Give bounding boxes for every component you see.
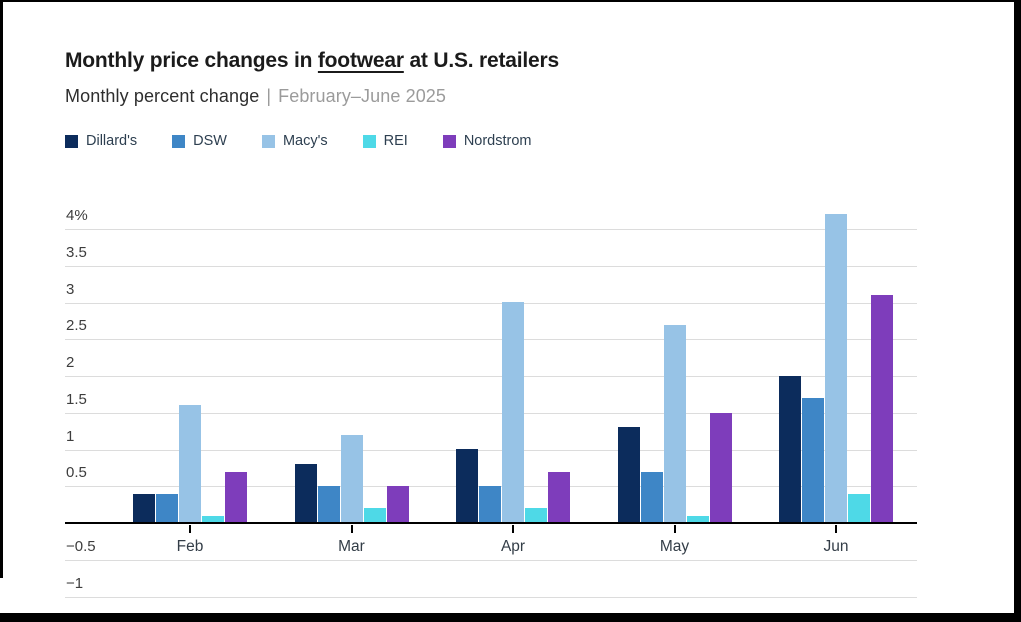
screen-border-right xyxy=(1014,0,1021,622)
bar-rei xyxy=(525,508,547,523)
legend-label: REI xyxy=(383,133,408,149)
legend-swatch xyxy=(172,134,186,148)
bar-nordstrom xyxy=(710,413,732,523)
y-axis-label: 0.5 xyxy=(66,464,87,482)
gridline xyxy=(65,339,917,341)
x-axis-tick xyxy=(673,525,676,533)
bar-macys xyxy=(341,435,363,523)
bar-macys xyxy=(502,302,524,523)
x-axis-tick xyxy=(350,525,353,533)
bar-dillards xyxy=(133,494,155,523)
x-axis-label: Apr xyxy=(500,538,526,555)
y-axis-label: 1.5 xyxy=(66,390,87,408)
bar-dsw xyxy=(641,472,663,523)
bar-dillards xyxy=(618,427,640,523)
x-axis-label: May xyxy=(659,538,690,555)
y-axis-label: 3.5 xyxy=(66,243,87,261)
legend-item-dillards: Dillard's xyxy=(65,133,137,149)
bar-nordstrom xyxy=(387,486,409,523)
x-axis-tick xyxy=(189,525,191,533)
gridline xyxy=(65,559,917,561)
gridline xyxy=(65,265,917,267)
chart-subtitle: Monthly percent change | February–June 202… xyxy=(65,86,446,107)
bar-macys xyxy=(664,325,686,523)
chart-legend: Dillard's DSW Macy's REI Nordstrom xyxy=(65,133,532,149)
legend-swatch xyxy=(362,134,376,148)
x-axis-tick xyxy=(835,525,837,533)
chart-title-underlined-word: footwear xyxy=(317,49,404,72)
chart-subtitle-separator: | xyxy=(266,86,272,106)
chart-subtitle-period: February–June 2025 xyxy=(278,86,447,106)
legend-label: DSW xyxy=(193,133,227,149)
screen-border-top xyxy=(0,0,1021,2)
bar-macys xyxy=(179,405,201,523)
gridline xyxy=(65,376,917,377)
y-axis-label: −0.5 xyxy=(66,537,96,555)
legend-item-dsw: DSW xyxy=(172,133,227,149)
screen-border-left xyxy=(0,0,3,578)
legend-label: Nordstrom xyxy=(463,133,532,149)
bar-macys xyxy=(825,214,847,523)
legend-swatch xyxy=(65,134,78,148)
bar-nordstrom xyxy=(548,472,570,523)
y-axis-label: 2 xyxy=(66,354,75,371)
x-axis-baseline xyxy=(65,522,917,524)
bar-dsw xyxy=(318,486,340,523)
bar-rei xyxy=(364,508,386,523)
gridline xyxy=(65,412,917,414)
x-axis-label: Mar xyxy=(338,538,365,555)
legend-swatch xyxy=(261,134,275,148)
legend-item-rei: REI xyxy=(362,133,408,149)
screen-border-bottom xyxy=(0,613,1021,622)
bar-rei xyxy=(687,516,709,523)
legend-item-nordstrom: Nordstrom xyxy=(442,133,532,149)
bar-dsw xyxy=(479,486,501,523)
y-axis-label: 4% xyxy=(66,207,88,224)
chart-subtitle-measure: Monthly percent change xyxy=(65,86,260,106)
bar-dsw xyxy=(802,398,824,523)
y-axis-label: 3 xyxy=(66,280,75,298)
legend-label: Macy's xyxy=(282,133,328,149)
gridline xyxy=(65,449,917,451)
legend-label: Dillard's xyxy=(86,133,138,149)
chart-title-prefix: Monthly price changes in xyxy=(65,49,318,72)
bar-dillards xyxy=(456,449,478,523)
y-axis-label: 1 xyxy=(66,427,75,445)
legend-swatch xyxy=(442,134,456,148)
gridline xyxy=(65,302,917,304)
chart-title-suffix: at U.S. retailers xyxy=(403,49,559,72)
legend-item-macys: Macy's xyxy=(261,133,328,149)
bar-dsw xyxy=(156,494,178,523)
x-axis-label: Feb xyxy=(176,538,204,555)
bar-nordstrom xyxy=(225,472,247,523)
bar-nordstrom xyxy=(871,295,893,523)
bar-dillards xyxy=(779,376,801,523)
gridline xyxy=(65,596,917,598)
y-axis-label: 2.5 xyxy=(66,317,87,335)
bar-rei xyxy=(848,494,870,523)
x-axis-tick xyxy=(512,525,514,533)
bar-dillards xyxy=(295,464,317,523)
x-axis-label: Jun xyxy=(823,538,849,555)
gridline xyxy=(65,229,917,230)
y-axis-label: −1 xyxy=(66,574,84,592)
bar-rei xyxy=(202,516,224,523)
chart-title: Monthly price changes in footwear at U.S… xyxy=(65,49,559,73)
